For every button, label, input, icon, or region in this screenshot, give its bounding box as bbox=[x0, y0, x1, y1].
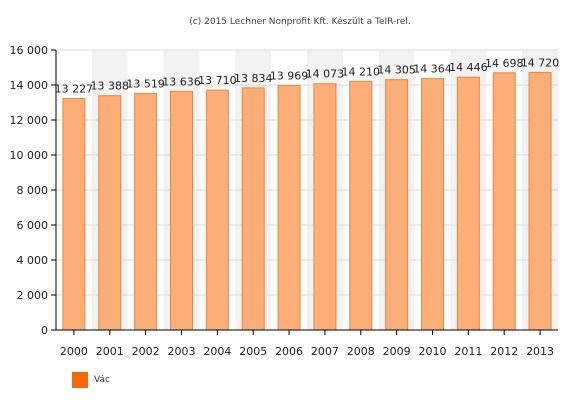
x-tick-label: 2006 bbox=[275, 345, 303, 358]
bar bbox=[456, 76, 480, 331]
bar bbox=[241, 87, 265, 331]
x-tick-label: 2002 bbox=[132, 345, 160, 358]
bar bbox=[349, 80, 373, 331]
bar bbox=[385, 79, 409, 331]
y-tick-label: 8 000 bbox=[17, 184, 49, 197]
bar bbox=[170, 90, 193, 331]
y-tick-label: 6 000 bbox=[17, 219, 49, 232]
data-label: 14 364 bbox=[413, 63, 452, 76]
bar bbox=[528, 71, 552, 331]
bar bbox=[313, 83, 337, 331]
legend-swatch bbox=[72, 372, 88, 388]
data-label: 13 519 bbox=[126, 77, 165, 90]
x-tick-label: 2004 bbox=[203, 345, 231, 358]
bar bbox=[421, 78, 444, 331]
bar-chart: (c) 2015 Lechner Nonprofit Kft. Készült … bbox=[10, 16, 560, 358]
data-label: 13 636 bbox=[162, 75, 201, 88]
y-tick-label: 16 000 bbox=[10, 44, 49, 57]
credit-text: (c) 2015 Lechner Nonprofit Kft. Készült … bbox=[189, 16, 410, 27]
data-label: 14 073 bbox=[306, 68, 345, 81]
data-label: 13 227 bbox=[55, 83, 94, 96]
data-label: 13 834 bbox=[234, 72, 273, 85]
data-label: 14 720 bbox=[521, 56, 560, 69]
data-label: 14 210 bbox=[342, 65, 381, 78]
x-tick-label: 2011 bbox=[454, 345, 482, 358]
bars bbox=[62, 71, 552, 331]
x-tick-label: 2003 bbox=[168, 345, 196, 358]
y-tick-label: 12 000 bbox=[10, 114, 49, 127]
data-label: 13 388 bbox=[91, 80, 130, 93]
y-tick-label: 14 000 bbox=[10, 79, 49, 92]
x-tick-label: 2008 bbox=[347, 345, 375, 358]
legend-label: Vác bbox=[94, 375, 110, 385]
bar bbox=[492, 72, 516, 331]
bar bbox=[134, 92, 158, 331]
x-axis-ticks: 2000 2001 2002 2003 2004 2005 2006 2007 2008 2009… bbox=[60, 330, 554, 358]
data-label: 14 698 bbox=[485, 57, 524, 70]
x-tick-label: 2007 bbox=[311, 345, 339, 358]
y-axis-ticks: 0 2 000 4 000 6 000 8 000 10 000 12 000 14 000 1… bbox=[10, 44, 56, 337]
data-label: 14 446 bbox=[449, 61, 488, 74]
data-label: 14 305 bbox=[377, 64, 416, 77]
bar bbox=[277, 85, 301, 331]
x-tick-label: 2000 bbox=[60, 345, 88, 358]
y-tick-label: 4 000 bbox=[17, 254, 49, 267]
data-label: 13 710 bbox=[198, 74, 237, 87]
x-tick-label: 2013 bbox=[526, 345, 554, 358]
bar bbox=[205, 89, 229, 331]
data-label: 13 969 bbox=[270, 70, 309, 83]
bar bbox=[98, 95, 122, 331]
y-tick-label: 10 000 bbox=[10, 149, 49, 162]
bar bbox=[62, 98, 86, 331]
legend: Vác bbox=[72, 372, 110, 388]
x-tick-label: 2010 bbox=[419, 345, 447, 358]
x-tick-label: 2001 bbox=[96, 345, 124, 358]
x-tick-label: 2009 bbox=[383, 345, 411, 358]
y-tick-label: 0 bbox=[41, 324, 48, 337]
x-tick-label: 2012 bbox=[490, 345, 518, 358]
y-tick-label: 2 000 bbox=[17, 289, 49, 302]
x-tick-label: 2005 bbox=[239, 345, 267, 358]
